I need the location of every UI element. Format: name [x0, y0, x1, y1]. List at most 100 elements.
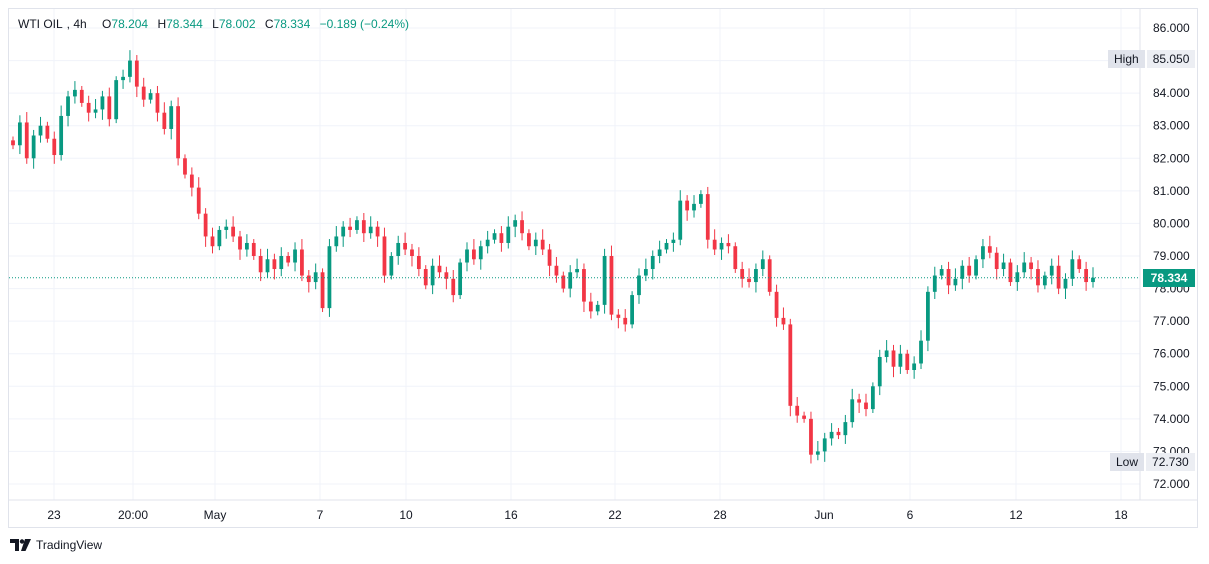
low-label: L: [212, 17, 219, 31]
candle: [981, 239, 985, 269]
candle-body: [73, 89, 77, 97]
low-badge-label: Low: [1110, 453, 1145, 471]
candle-body: [829, 431, 834, 439]
candle-body: [183, 158, 187, 175]
candle: [788, 318, 793, 417]
candle: [148, 89, 153, 104]
candle-body: [327, 246, 332, 309]
candle-body: [423, 269, 428, 286]
candle-body: [843, 422, 848, 436]
candle: [128, 50, 132, 83]
candle-body: [946, 269, 951, 286]
candle: [754, 263, 758, 293]
candle-body: [368, 226, 373, 234]
candle: [176, 97, 180, 166]
candle: [919, 330, 923, 370]
candle-body: [939, 269, 944, 276]
candle-body: [877, 356, 882, 387]
candle: [533, 232, 538, 256]
candle: [884, 340, 889, 363]
candle: [822, 432, 827, 462]
candle: [960, 260, 965, 290]
candle-body: [527, 233, 531, 247]
candle-body: [93, 109, 98, 113]
candle: [637, 268, 641, 304]
candle-body: [86, 102, 91, 113]
candle-body: [671, 239, 676, 243]
candle-body: [1077, 259, 1082, 270]
candle: [568, 265, 573, 298]
candle: [582, 263, 586, 313]
candle: [540, 229, 545, 256]
candle: [368, 216, 373, 239]
time-axis[interactable]: 23 20:00 May 7 10 16 22 28 Jun 6 12 18: [47, 508, 1128, 522]
candle: [265, 248, 270, 278]
candle-body: [1042, 275, 1047, 286]
close-value: 78.334: [273, 17, 311, 31]
candle-body: [52, 138, 57, 156]
price-axis[interactable]: 72.00073.00074.00075.00076.00077.00078.0…: [1153, 21, 1190, 491]
candle: [795, 397, 800, 423]
candle: [203, 208, 208, 247]
last-price-label: 78.334: [1143, 269, 1195, 287]
candle-body: [802, 415, 806, 419]
candle: [31, 129, 36, 169]
candle-body: [231, 226, 236, 237]
change-value: −0.189 (−0.24%): [319, 17, 410, 31]
candle-body: [533, 239, 538, 247]
candle-body: [822, 438, 827, 452]
x-tick-label: 22: [608, 508, 622, 522]
candle: [423, 265, 428, 290]
candle-body: [781, 317, 786, 325]
candle: [905, 349, 910, 374]
candle: [141, 77, 146, 107]
candle-body: [492, 233, 497, 240]
candle-body: [300, 249, 304, 276]
candle-body: [451, 278, 456, 296]
candle: [492, 229, 497, 244]
candle-body: [141, 86, 146, 100]
x-tick-label: Jun: [814, 508, 833, 522]
candle: [17, 115, 22, 155]
candle: [396, 235, 401, 265]
candle: [458, 258, 463, 299]
candle: [671, 232, 676, 252]
candle-body: [520, 220, 524, 234]
candle-body: [114, 80, 119, 120]
candle: [465, 242, 469, 272]
candle: [375, 221, 380, 247]
candle-body: [128, 60, 132, 77]
candle-body: [609, 256, 614, 315]
candle-body: [59, 115, 64, 156]
candle-body: [740, 269, 745, 279]
candle: [134, 55, 139, 98]
candle: [320, 268, 325, 313]
y-tick-label: 81.000: [1153, 184, 1190, 198]
high-badge-label: High: [1108, 50, 1145, 68]
candle-body: [582, 269, 586, 302]
candle: [382, 227, 387, 283]
candle-body: [286, 256, 291, 263]
low-badge: Low 72.730: [1110, 453, 1195, 471]
high-badge-value: 85.050: [1146, 50, 1196, 68]
candle: [554, 256, 559, 283]
y-tick-label: 84.000: [1153, 86, 1190, 100]
candle-body: [870, 386, 875, 410]
tradingview-logo[interactable]: TradingView: [10, 538, 102, 552]
candle: [279, 247, 284, 277]
candle-body: [630, 295, 634, 325]
candle-body: [513, 220, 518, 227]
candle-body: [967, 265, 972, 276]
candle-body: [306, 275, 311, 283]
candle: [623, 309, 628, 332]
candle-body: [506, 226, 511, 243]
candle-body: [960, 265, 965, 279]
candle-body: [217, 229, 222, 247]
candle: [664, 239, 669, 254]
candle: [678, 190, 683, 246]
candle: [410, 243, 414, 267]
candle: [155, 85, 160, 122]
y-tick-label: 79.000: [1153, 249, 1190, 263]
candle: [561, 271, 566, 293]
